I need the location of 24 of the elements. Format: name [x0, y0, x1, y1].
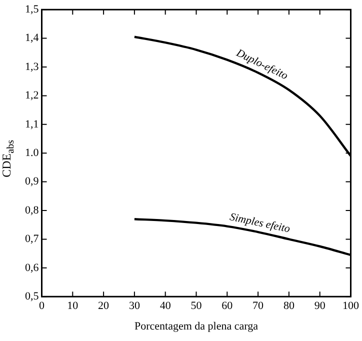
- x-tick-label: 50: [190, 300, 202, 312]
- x-tick-label: 10: [67, 300, 79, 312]
- y-tick-label: 1,1: [25, 118, 39, 130]
- y-tick-label: 0,9: [25, 176, 40, 188]
- x-tick-label: 60: [222, 300, 234, 312]
- x-tick-label: 40: [160, 300, 172, 312]
- y-tick-label: 0,8: [25, 204, 40, 216]
- y-tick-label: 1,4: [25, 32, 40, 44]
- y-tick-label: 1.0: [25, 146, 40, 159]
- x-tick-label: 30: [128, 300, 140, 312]
- y-tick-label: 1,5: [25, 3, 40, 16]
- text: Simples efeito: [228, 211, 292, 236]
- x-tick-label: 100: [342, 300, 360, 312]
- x-tick-label: 0: [39, 300, 45, 312]
- y-tick-label: 1,2: [25, 90, 39, 102]
- x-tick-label: 70: [252, 300, 264, 312]
- y-tick-label: 0,6: [25, 262, 40, 274]
- x-tick-label: 20: [98, 300, 110, 312]
- y-tick-label: 0,5: [25, 290, 40, 302]
- x-axis-title: Porcentagem da plena carga: [134, 320, 258, 332]
- y-tick-label: 1,3: [25, 60, 40, 73]
- x-tick-label: 80: [283, 300, 295, 312]
- x-tick-label: 90: [314, 300, 326, 312]
- y-tick-label: 0,7: [25, 233, 40, 246]
